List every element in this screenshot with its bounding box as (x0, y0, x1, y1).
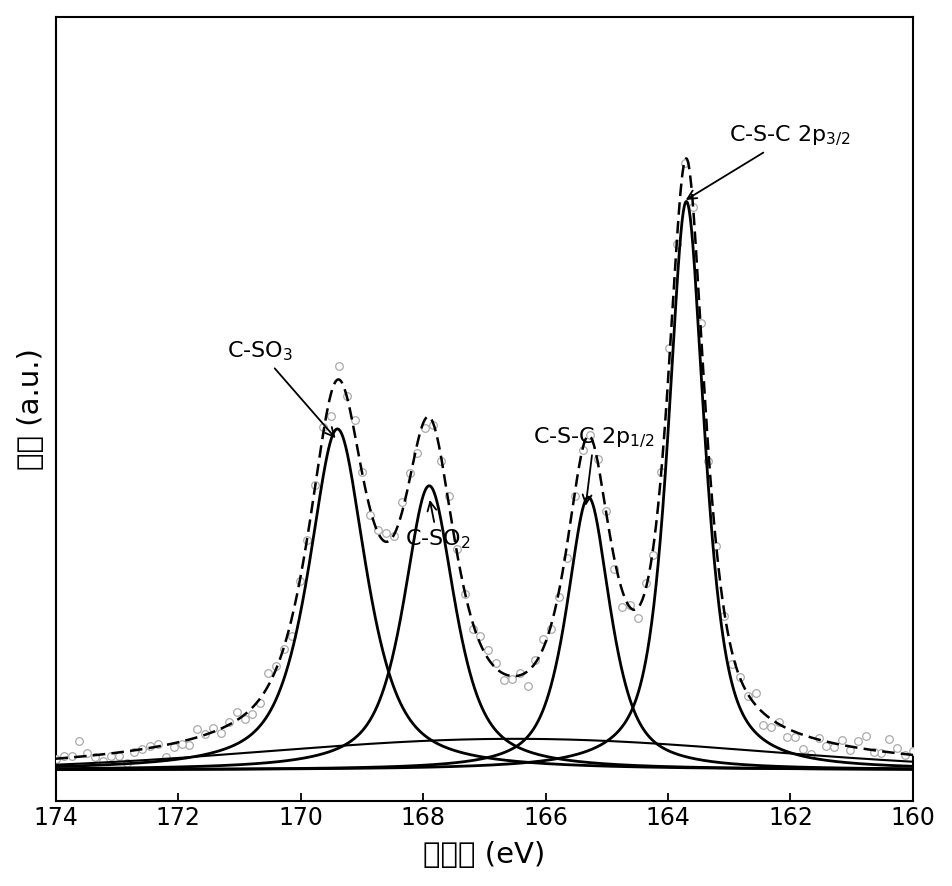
X-axis label: 结合能 (eV): 结合能 (eV) (424, 842, 545, 869)
Text: C-SO$_3$: C-SO$_3$ (228, 340, 334, 437)
Text: C-SO$_2$: C-SO$_2$ (405, 501, 470, 551)
Text: C-S-C 2p$_{3/2}$: C-S-C 2p$_{3/2}$ (687, 124, 851, 199)
Y-axis label: 强度 (a.u.): 强度 (a.u.) (17, 348, 45, 470)
Text: C-S-C 2p$_{1/2}$: C-S-C 2p$_{1/2}$ (533, 425, 655, 504)
